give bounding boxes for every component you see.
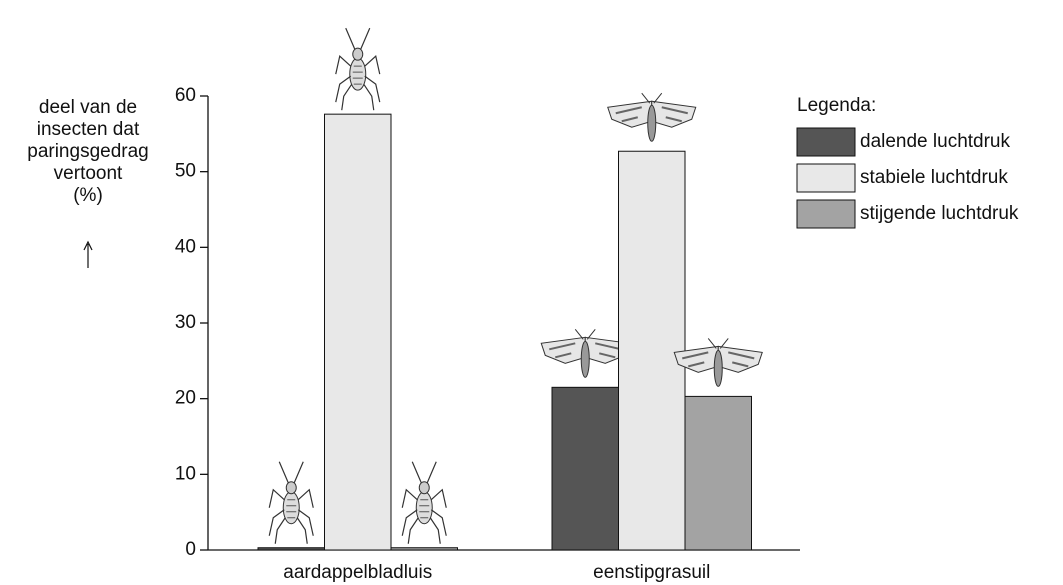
y-tick-label: 20 (175, 388, 196, 409)
y-label-arrow (84, 242, 92, 268)
y-axis-label: (%) (73, 185, 103, 206)
legend-swatch (797, 164, 855, 192)
bar (258, 548, 325, 550)
legend-label: stabiele luchtdruk (860, 167, 1008, 188)
insect-icon (674, 338, 762, 386)
legend-label: dalende luchtdruk (860, 131, 1010, 152)
insect-icon (269, 462, 313, 544)
legend-title: Legenda: (797, 95, 876, 116)
y-axis-label: deel van de (39, 97, 137, 118)
x-tick-label: aardappelbladluis (283, 562, 432, 583)
bar (685, 396, 752, 550)
insect-icon (402, 462, 446, 544)
legend-swatch (797, 200, 855, 228)
legend-label: stijgende luchtdruk (860, 203, 1019, 224)
bar (391, 548, 458, 550)
y-tick-label: 10 (175, 463, 196, 484)
y-axis-label: paringsgedrag (27, 141, 148, 162)
y-tick-label: 30 (175, 312, 196, 333)
y-tick-label: 40 (175, 236, 196, 257)
x-tick-label: eenstipgrasuil (593, 562, 710, 583)
bar (552, 387, 619, 550)
y-tick-label: 60 (175, 85, 196, 106)
chart: Legenda: deel van deinsecten datparingsg… (0, 0, 1063, 585)
bar (325, 114, 392, 550)
legend-swatch (797, 128, 855, 156)
insect-icon (336, 28, 380, 110)
y-tick-label: 50 (175, 161, 196, 182)
insect-icon (608, 93, 696, 141)
insect-icon (541, 329, 629, 377)
y-tick-label: 0 (185, 539, 196, 560)
y-axis-label: vertoont (54, 163, 123, 184)
bar (619, 151, 686, 550)
y-axis-label: insecten dat (37, 119, 140, 140)
